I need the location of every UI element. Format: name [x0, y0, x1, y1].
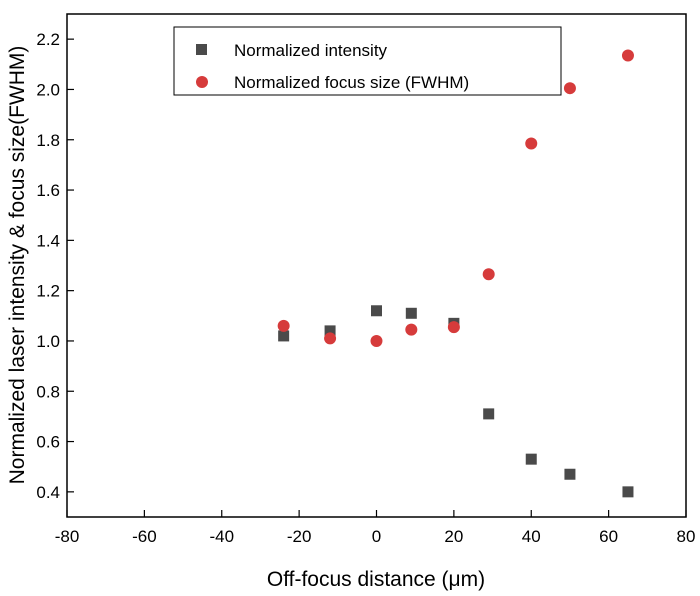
y-tick-label: 2.2 — [36, 30, 60, 49]
x-tick-label: -80 — [55, 527, 80, 546]
intensity-data-point — [371, 305, 382, 317]
y-tick-label: 0.4 — [36, 483, 60, 502]
y-tick-label: 1.2 — [36, 282, 60, 301]
legend-label-intensity: Normalized intensity — [234, 41, 388, 60]
y-axis-ticks: 0.4 0.6 0.8 1.0 1.2 1.4 1.6 1.8 2.0 2.2 — [36, 30, 74, 502]
focus-size-data-point — [324, 332, 337, 345]
y-tick-label: 0.6 — [36, 433, 60, 452]
focus-size-data-point — [405, 323, 418, 336]
focus-size-data-point — [482, 268, 495, 281]
x-tick-label: -40 — [209, 527, 234, 546]
x-axis-title: Off-focus distance (μm) — [267, 568, 485, 591]
intensity-data-point — [483, 408, 495, 420]
legend-box — [173, 26, 562, 96]
y-tick-label: 0.8 — [36, 382, 60, 401]
x-tick-label: -20 — [287, 527, 312, 546]
x-tick-label: 80 — [677, 527, 696, 546]
data-markers — [277, 49, 634, 498]
legend-circle-marker — [196, 76, 208, 88]
y-tick-label: 1.8 — [36, 131, 60, 150]
intensity-data-point — [622, 486, 634, 498]
focus-size-data-point — [563, 82, 576, 95]
x-axis-ticks: -80 -60 -40 -20 0 20 40 60 80 — [55, 510, 696, 546]
focus-size-data-point — [525, 137, 538, 150]
intensity-data-point — [278, 330, 290, 342]
y-tick-label: 1.4 — [36, 231, 60, 250]
y-tick-label: 1.0 — [36, 332, 60, 351]
y-axis-title: Normalized laser intensity & focus size(… — [6, 46, 29, 485]
focus-size-data-point — [370, 334, 383, 347]
x-tick-label: -60 — [132, 527, 157, 546]
intensity-data-point — [405, 307, 417, 319]
legend-label-focus-size: Normalized focus size (FWHM) — [234, 73, 469, 92]
y-tick-label: 1.6 — [36, 181, 60, 200]
x-tick-label: 60 — [599, 527, 618, 546]
x-tick-label: 40 — [522, 527, 541, 546]
focus-size-data-point — [277, 319, 290, 332]
legend: Normalized intensity Normalized focus si… — [173, 26, 562, 96]
legend-square-marker — [196, 44, 207, 55]
x-tick-label: 0 — [372, 527, 381, 546]
y-tick-label: 2.0 — [36, 80, 60, 99]
x-tick-label: 20 — [444, 527, 463, 546]
intensity-data-point — [525, 453, 537, 465]
intensity-data-point — [564, 468, 576, 480]
focus-size-data-point — [621, 49, 634, 62]
intensity-data-point — [324, 325, 336, 337]
focus-size-data-point — [447, 321, 460, 334]
